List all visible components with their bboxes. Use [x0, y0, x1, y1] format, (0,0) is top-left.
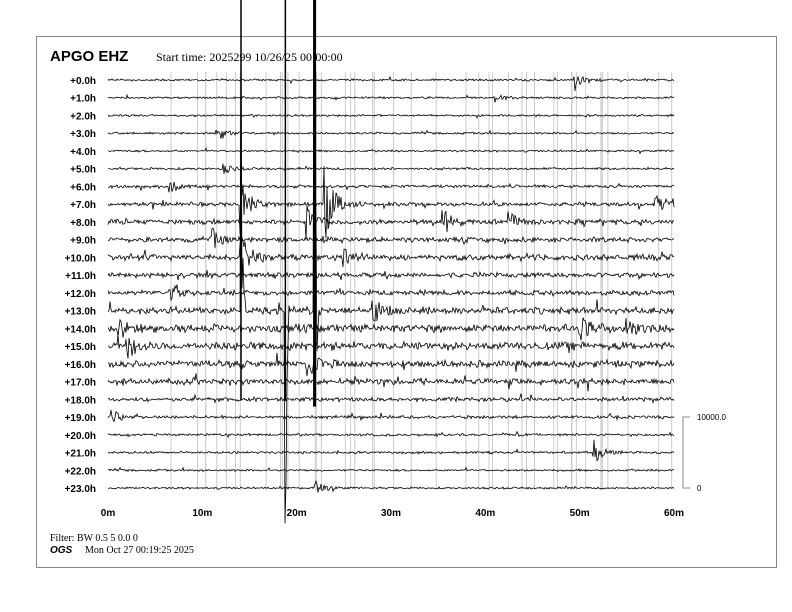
row-label: +9.0h: [70, 236, 96, 247]
row-label: +2.0h: [70, 111, 96, 122]
row-label: +14.0h: [65, 324, 96, 335]
trace-row: [108, 163, 675, 174]
row-label: +21.0h: [65, 449, 96, 460]
row-label: +10.0h: [65, 253, 96, 264]
trace-row: [107, 409, 675, 423]
trace-row: [107, 466, 675, 473]
row-label: +11.0h: [65, 271, 96, 282]
row-label: +12.0h: [65, 289, 96, 300]
x-tick-label: 20m: [287, 508, 307, 519]
filter-text: Filter: BW 0.5 5 0.0 0: [50, 533, 138, 544]
row-label: +23.0h: [65, 484, 96, 495]
trace-row: [107, 393, 675, 405]
row-label: +13.0h: [65, 307, 96, 318]
trace-row: [107, 129, 674, 139]
row-label: +4.0h: [70, 147, 96, 158]
trace-row: [107, 269, 675, 281]
generated-time: Mon Oct 27 00:19:25 2025: [85, 545, 194, 556]
trace-row: [107, 373, 675, 392]
row-label: +22.0h: [65, 466, 96, 477]
row-label: +15.0h: [65, 342, 96, 353]
row-label: +3.0h: [70, 129, 96, 140]
trace-row: [107, 75, 675, 91]
trace-row: [107, 147, 675, 155]
x-tick-label: 60m: [664, 508, 684, 519]
trace-row: [107, 352, 675, 377]
trace-row: [107, 235, 675, 268]
trace-row: [107, 165, 675, 239]
trace-row: [107, 480, 675, 493]
x-tick-label: 50m: [570, 508, 590, 519]
scale-bottom-label: 0: [697, 484, 702, 493]
row-label: +18.0h: [65, 395, 96, 406]
row-label: +20.0h: [65, 431, 96, 442]
trace-row: [107, 227, 675, 249]
station-title: APGO EHZ: [50, 48, 128, 65]
x-tick-label: 10m: [192, 508, 212, 519]
scale-top-label: 10000.0: [697, 413, 726, 422]
trace-row: [107, 334, 675, 359]
start-time: Start time: 2025299 10/26/25 00:00:00: [156, 50, 343, 64]
trace-row: [107, 284, 675, 301]
x-tick-label: 40m: [475, 508, 495, 519]
trace-row: [107, 430, 675, 439]
row-label: +5.0h: [70, 165, 96, 176]
x-tick-label: 30m: [381, 508, 401, 519]
scale-bar: 10000.0 0: [682, 413, 726, 493]
row-label: +19.0h: [65, 413, 96, 424]
trace-row: [107, 317, 675, 341]
row-label: +17.0h: [65, 378, 96, 389]
row-label: +1.0h: [70, 94, 96, 105]
x-tick-label: 0m: [101, 508, 116, 519]
org-label: OGS: [50, 545, 73, 556]
trace-row: [107, 205, 675, 241]
row-label: +7.0h: [70, 200, 96, 211]
trace-row: [107, 93, 674, 103]
row-label: +16.0h: [65, 360, 96, 371]
row-label: +8.0h: [70, 218, 96, 229]
trace-row: [107, 0, 675, 524]
trace-row: [107, 113, 675, 119]
row-label: +6.0h: [70, 182, 96, 193]
trace-row: [107, 439, 675, 462]
plot-frame: [36, 36, 777, 568]
row-label: +0.0h: [70, 76, 96, 87]
trace-row: [108, 181, 675, 193]
